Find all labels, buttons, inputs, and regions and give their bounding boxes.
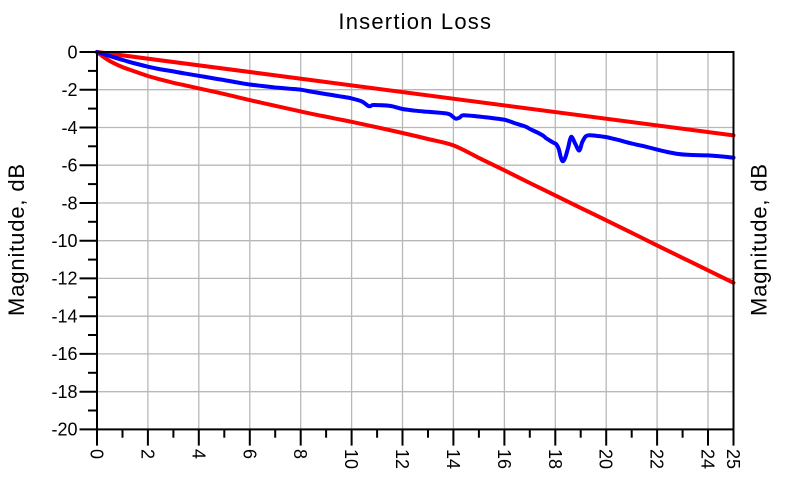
svg-text:22: 22 (647, 449, 667, 469)
svg-text:-2: -2 (61, 80, 77, 100)
svg-text:2: 2 (137, 449, 157, 459)
svg-text:-14: -14 (51, 307, 77, 327)
svg-text:0: 0 (87, 449, 107, 459)
svg-text:6: 6 (239, 449, 259, 459)
svg-text:Magnitude, dB: Magnitude, dB (747, 163, 772, 316)
svg-text:10: 10 (341, 449, 361, 469)
svg-text:0: 0 (67, 42, 77, 62)
svg-text:Magnitude, dB: Magnitude, dB (4, 163, 29, 316)
svg-text:-16: -16 (51, 344, 77, 364)
svg-text:-20: -20 (51, 420, 77, 440)
svg-text:-6: -6 (61, 156, 77, 176)
svg-text:-8: -8 (61, 193, 77, 213)
svg-text:8: 8 (290, 449, 310, 459)
svg-text:12: 12 (392, 449, 412, 469)
svg-text:-4: -4 (61, 118, 77, 138)
svg-text:-18: -18 (51, 382, 77, 402)
svg-text:-12: -12 (51, 269, 77, 289)
svg-text:20: 20 (596, 449, 616, 469)
svg-text:25: 25 (723, 449, 743, 469)
svg-text:4: 4 (188, 449, 208, 459)
svg-text:18: 18 (545, 449, 565, 469)
svg-text:Insertion Loss: Insertion Loss (338, 9, 492, 34)
svg-text:14: 14 (443, 449, 463, 469)
svg-text:16: 16 (494, 449, 514, 469)
svg-text:24: 24 (698, 449, 718, 469)
svg-text:-10: -10 (51, 231, 77, 251)
